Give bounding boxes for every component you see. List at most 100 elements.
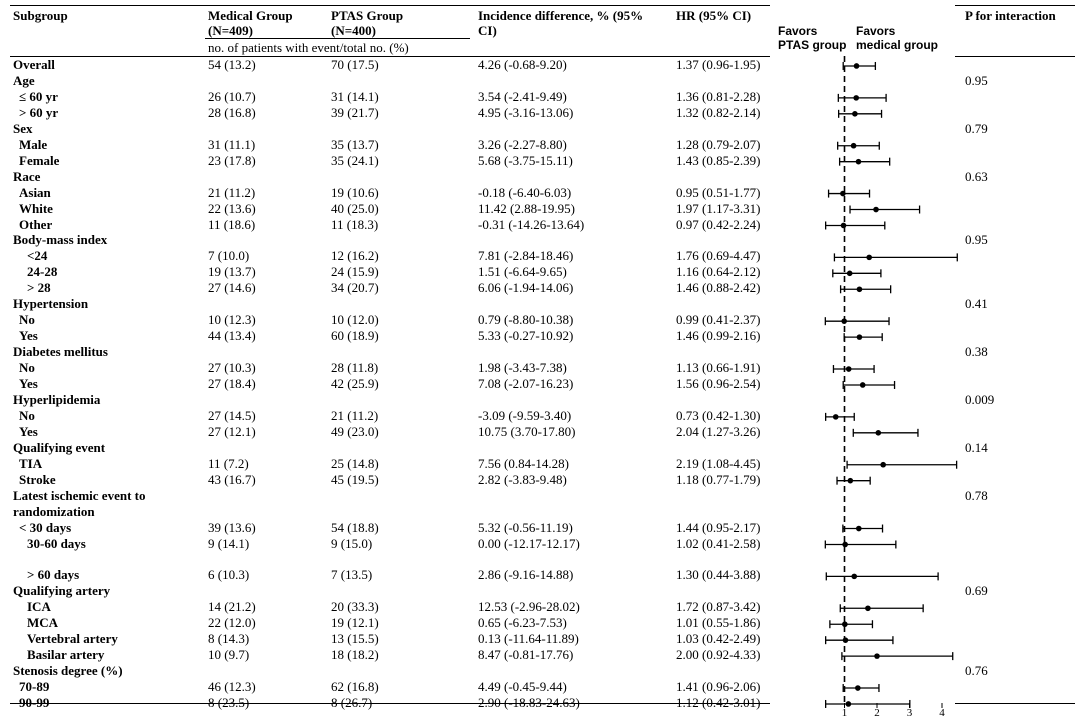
incidence-value: 5.33 (-0.27-10.92) [478, 328, 574, 344]
hr-point [880, 461, 886, 468]
table-row: White 22 (13.6) 40 (25.0) 11.42 (2.88-19.95… [0, 201, 1080, 217]
hr-value: 2.04 (1.27-3.26) [676, 423, 761, 439]
incidence-value: -0.18 (-6.40-6.03) [478, 184, 572, 200]
header-subgroup: Subgroup [13, 8, 68, 23]
hr-point [846, 270, 853, 277]
top-rule [10, 5, 770, 6]
ptas-value: 49 (23.0) [331, 423, 379, 439]
bottom-rule-right [955, 703, 1075, 704]
favors-ptas-label-1: Favors [778, 24, 818, 38]
table-row: ICA 14 (21.2) 20 (33.3) 12.53 (-2.96-28.02)… [0, 599, 1080, 615]
row-label: Stenosis degree (%) [13, 663, 123, 679]
medical-value: 22 (12.0) [208, 615, 256, 631]
table-row: Race 0.63 [0, 169, 1080, 185]
hr-point [859, 382, 866, 388]
medical-value: 44 (13.4) [208, 328, 256, 344]
table-row: 24-28 19 (13.7) 24 (15.9) 1.51 (-6.64-9.65)… [0, 264, 1080, 280]
hr-value: 2.00 (0.92-4.33) [676, 647, 761, 663]
hr-point [855, 158, 862, 165]
row-label: Age [13, 72, 35, 88]
ptas-value: 8 (26.7) [331, 695, 373, 710]
medical-value: 27 (18.4) [208, 376, 256, 391]
medical-value: 21 (11.2) [208, 184, 256, 200]
table-row: No 27 (10.3) 28 (11.8) 1.98 (-3.43-7.38) 1.1… [0, 360, 1080, 376]
table-row: randomization [0, 504, 1080, 520]
hr-value: 0.97 (0.42-2.24) [676, 216, 761, 232]
hr-point [842, 621, 848, 628]
table-row: Qualifying artery 0.69 [0, 583, 1080, 599]
table-row: No 27 (14.5) 21 (11.2) -3.09 (-9.59-3.40) 0.… [0, 408, 1080, 424]
incidence-value: 5.68 (-3.75-15.11) [478, 152, 573, 168]
hr-value: 1.18 (0.77-1.79) [676, 471, 761, 487]
hr-value: 1.72 (0.87-3.42) [676, 599, 761, 615]
hr-point [845, 701, 852, 707]
row-label: Basilar artery [27, 647, 105, 663]
hr-value: 1.12 (0.42-3.01) [676, 695, 761, 710]
table-row: Age 0.95 [0, 73, 1080, 89]
p-interaction-value: 0.009 [965, 391, 995, 407]
hr-point [842, 637, 849, 643]
incidence-value: 0.79 (-8.80-10.38) [478, 312, 574, 328]
ptas-value: 34 (20.7) [331, 280, 379, 296]
p-interaction-value: 0.95 [965, 72, 988, 88]
incidence-value: 4.26 (-0.68-9.20) [478, 57, 567, 72]
incidence-value: 0.13 (-11.64-11.89) [478, 631, 579, 647]
table-row: 90-99 8 (23.5) 8 (26.7) 2.90 (-18.83-24.63)… [0, 695, 1080, 711]
medical-value: 27 (12.1) [208, 423, 256, 439]
table-row: Yes 27 (12.1) 49 (23.0) 10.75 (3.70-17.80) 2… [0, 424, 1080, 440]
medical-value: 54 (13.2) [208, 57, 256, 72]
row-label: Sex [13, 120, 33, 136]
x-tick-label: 3 [907, 707, 913, 719]
ptas-value: 40 (25.0) [331, 200, 379, 216]
row-label: Yes [19, 328, 38, 344]
row-label: Latest ischemic event to [13, 487, 146, 503]
hr-value: 1.02 (0.41-2.58) [676, 535, 761, 551]
incidence-value: 12.53 (-2.96-28.02) [478, 599, 580, 615]
incidence-value: 2.86 (-9.16-14.88) [478, 567, 574, 583]
row-label: <24 [27, 248, 48, 264]
medical-value: 27 (10.3) [208, 360, 256, 376]
incidence-value: 2.82 (-3.83-9.48) [478, 471, 567, 487]
row-label: No [19, 407, 35, 423]
incidence-value: 6.06 (-1.94-14.06) [478, 280, 574, 296]
incidence-value: 11.42 (2.88-19.95) [478, 200, 576, 216]
table-row: > 28 27 (14.6) 34 (20.7) 6.06 (-1.94-14.06)… [0, 280, 1080, 296]
medical-value: 7 (10.0) [208, 248, 250, 264]
row-label: Overall [13, 57, 55, 72]
row-label: Female [19, 152, 60, 168]
ptas-value: 13 (15.5) [331, 631, 379, 647]
table-row: < 30 days 39 (13.6) 54 (18.8) 5.32 (-0.56-1… [0, 520, 1080, 536]
hr-value: 1.41 (0.96-2.06) [676, 679, 761, 695]
medical-value: 39 (13.6) [208, 519, 256, 535]
ptas-value: 35 (24.1) [331, 152, 379, 168]
incidence-value: 0.65 (-6.23-7.53) [478, 615, 567, 631]
table-row: Sex 0.79 [0, 121, 1080, 137]
ptas-value: 19 (10.6) [331, 184, 379, 200]
ptas-value: 62 (16.8) [331, 679, 379, 695]
hr-value: 1.37 (0.96-1.95) [676, 57, 761, 72]
p-interaction-value: 0.69 [965, 583, 988, 599]
hr-value: 1.13 (0.66-1.91) [676, 360, 761, 376]
header-ptas-n: (N=400) [331, 23, 376, 38]
header-p-interaction: P for interaction [965, 8, 1056, 23]
hr-point [851, 573, 858, 580]
hr-value: 1.03 (0.42-2.49) [676, 631, 761, 647]
ptas-value: 35 (13.7) [331, 136, 379, 152]
table-row: TIA 11 (7.2) 25 (14.8) 7.56 (0.84-14.28) 2.1… [0, 456, 1080, 472]
ptas-value: 24 (15.9) [331, 264, 379, 280]
hr-value: 1.43 (0.85-2.39) [676, 152, 761, 168]
p-interaction-value: 0.76 [965, 663, 988, 679]
hr-value: 0.73 (0.42-1.30) [676, 407, 761, 423]
table-row: No 10 (12.3) 10 (12.0) 0.79 (-8.80-10.38) 0.… [0, 312, 1080, 328]
header-medical-n: (N=409) [208, 23, 253, 38]
hr-value: 1.36 (0.81-2.28) [676, 88, 761, 104]
row-label: TIA [19, 455, 43, 471]
medical-value: 26 (10.7) [208, 88, 256, 104]
top-rule-right [955, 5, 1075, 6]
ptas-value: 45 (19.5) [331, 471, 379, 487]
table-row: MCA 22 (12.0) 19 (12.1) 0.65 (-6.23-7.53) 1.… [0, 615, 1080, 631]
row-label: Diabetes mellitus [13, 344, 108, 360]
ptas-value: 25 (14.8) [331, 455, 379, 471]
medical-value: 10 (9.7) [208, 647, 250, 663]
p-interaction-value: 0.78 [965, 487, 988, 503]
